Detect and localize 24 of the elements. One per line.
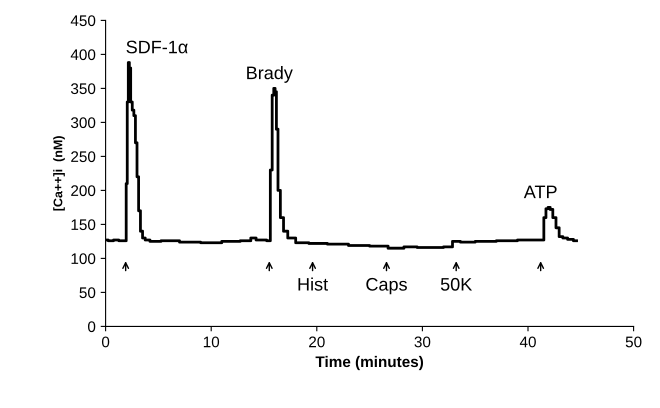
x-tick-label: 40 bbox=[520, 336, 536, 348]
annotation: SDF-1α bbox=[126, 40, 188, 54]
x-tick-label: 0 bbox=[102, 336, 110, 348]
y-tick-label: 0 bbox=[88, 321, 96, 332]
y-tick-label: 350 bbox=[70, 83, 96, 94]
x-axis-title: Time (minutes) bbox=[316, 356, 424, 370]
x-tick-label: 10 bbox=[204, 336, 220, 348]
y-tick-label: 200 bbox=[71, 185, 96, 196]
annotation: Hist bbox=[298, 277, 328, 291]
x-tick-label: 20 bbox=[309, 336, 325, 348]
y-tick-label: 450 bbox=[70, 15, 96, 26]
y-tick-label: 100 bbox=[72, 253, 96, 264]
annotation: 50K bbox=[440, 278, 472, 291]
y-tick-label: 50 bbox=[79, 287, 96, 298]
x-tick-label: 30 bbox=[414, 336, 430, 348]
y-axis-title: [Ca++]i (nM) bbox=[53, 136, 65, 211]
annotation: Caps bbox=[366, 278, 407, 294]
x-tick-label: 50 bbox=[626, 336, 642, 348]
annotation: ATP bbox=[524, 186, 557, 198]
y-tick-label: 150 bbox=[72, 219, 96, 230]
annotation: Brady bbox=[247, 66, 293, 83]
y-tick-label: 400 bbox=[70, 49, 96, 60]
y-tick-label: 300 bbox=[70, 117, 96, 128]
y-tick-label: 250 bbox=[71, 151, 96, 162]
